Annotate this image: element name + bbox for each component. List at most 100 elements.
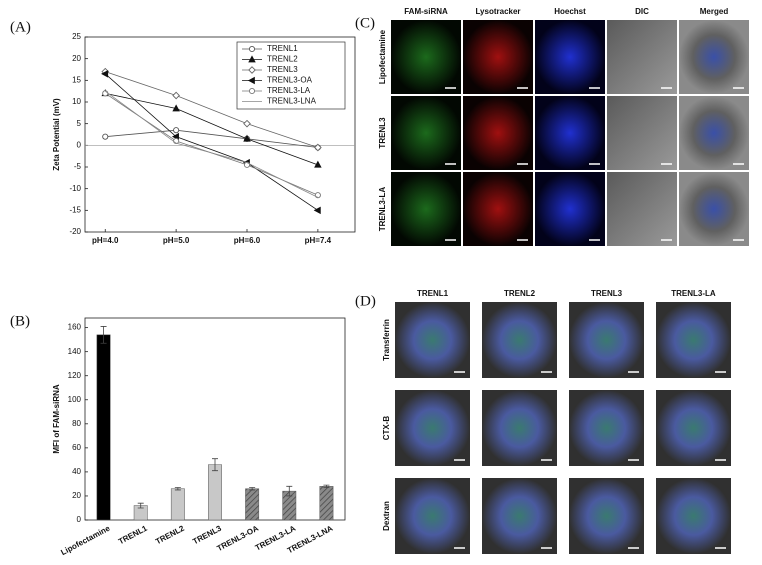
micrograph <box>395 390 470 466</box>
y-tick-label: 10 <box>72 97 81 106</box>
micrograph <box>535 172 605 246</box>
legend-label: TRENL3-LNA <box>267 97 317 106</box>
legend-marker <box>248 45 256 53</box>
row-header: TRENL3 <box>378 117 387 149</box>
micrograph <box>679 96 749 170</box>
micrograph <box>391 96 461 170</box>
y-tick-label: 60 <box>72 443 81 452</box>
column-header: TRENL3-LA <box>671 289 716 298</box>
legend-marker <box>248 66 256 74</box>
panel-label: (A) <box>10 19 31 35</box>
error-bar <box>286 485 293 497</box>
marker <box>172 91 180 100</box>
y-tick-label: 80 <box>72 419 81 428</box>
row-header: CTX-B <box>382 416 391 441</box>
row-header: Lipofectamine <box>378 29 387 84</box>
marker <box>243 119 251 128</box>
column-header: Merged <box>700 7 729 16</box>
micrograph <box>569 390 644 466</box>
y-tick-label: 0 <box>77 515 82 524</box>
series-line <box>104 73 319 211</box>
y-tick-label: 25 <box>72 32 81 41</box>
row-header: Dextran <box>382 501 391 531</box>
panel-label: (D) <box>355 293 376 309</box>
error-bar <box>137 502 144 509</box>
series-line <box>105 92 319 166</box>
marker <box>313 206 321 215</box>
marker <box>314 143 322 152</box>
y-tick-label: 15 <box>72 75 81 84</box>
bar <box>208 464 222 521</box>
error-bar <box>100 326 107 344</box>
micrograph <box>535 96 605 170</box>
y-axis-label: MFI of FAM-siRNA <box>52 384 61 454</box>
micrograph <box>569 302 644 378</box>
micrograph <box>656 478 731 554</box>
y-tick-label: 140 <box>68 347 82 356</box>
error-bar <box>249 487 256 491</box>
marker <box>172 104 180 112</box>
x-tick-label: pH=6.0 <box>234 236 261 245</box>
micrograph <box>463 96 533 170</box>
y-tick-label: 20 <box>72 54 81 63</box>
marker <box>173 127 180 134</box>
column-header: Hoechst <box>554 7 586 16</box>
y-tick-label: 20 <box>72 491 81 500</box>
micrograph <box>482 390 557 466</box>
series-line <box>105 129 318 148</box>
micrograph <box>395 302 470 378</box>
y-axis-label: Zeta Potential (mV) <box>52 98 61 171</box>
column-header: DIC <box>635 7 649 16</box>
marker <box>102 133 109 140</box>
bar <box>170 488 185 521</box>
micrograph <box>535 20 605 94</box>
x-tick-label: pH=7.4 <box>305 236 332 245</box>
micrograph <box>607 20 677 94</box>
column-header: TRENL1 <box>417 289 449 298</box>
column-header: Lysotracker <box>475 7 520 16</box>
y-tick-label: 5 <box>77 119 82 128</box>
x-tick-label: TRENL3-OA <box>215 524 260 554</box>
micrograph <box>679 172 749 246</box>
y-tick-label: 0 <box>77 140 82 149</box>
y-tick-label: 100 <box>68 395 82 404</box>
plot-frame <box>84 36 356 233</box>
micrograph <box>463 20 533 94</box>
bar <box>319 486 334 521</box>
micrograph <box>679 20 749 94</box>
y-tick-label: -5 <box>74 162 82 171</box>
y-tick-label: 120 <box>68 371 82 380</box>
legend-marker <box>247 76 255 85</box>
series-line <box>105 90 319 198</box>
legend-label: TRENL2 <box>267 55 298 64</box>
column-header: TRENL2 <box>504 289 536 298</box>
micrograph <box>607 96 677 170</box>
x-tick-label: TRENL2 <box>154 523 186 546</box>
error-bar <box>174 487 181 491</box>
micrograph <box>391 172 461 246</box>
micrograph <box>391 20 461 94</box>
micrograph <box>395 478 470 554</box>
micrograph <box>482 478 557 554</box>
legend-box <box>236 41 346 110</box>
panel-label: (C) <box>355 15 375 31</box>
micrograph <box>463 172 533 246</box>
series-line <box>105 71 319 148</box>
micrograph <box>607 172 677 246</box>
y-tick-label: -10 <box>69 184 81 193</box>
row-header: Transferrin <box>382 319 391 361</box>
x-tick-label: TRENL1 <box>117 523 149 546</box>
bar <box>96 334 111 521</box>
legend-label: TRENL1 <box>267 44 298 53</box>
error-bar <box>323 484 330 488</box>
bar <box>245 488 260 521</box>
legend-label: TRENL3 <box>267 65 298 74</box>
legend-marker <box>248 55 256 63</box>
panel-label: (B) <box>10 313 30 329</box>
x-tick-label: Lipofectamine <box>59 523 112 557</box>
y-tick-label: -20 <box>69 227 81 236</box>
error-bar <box>212 458 218 472</box>
row-header: TRENL3-LA <box>378 187 387 232</box>
micrograph <box>569 478 644 554</box>
